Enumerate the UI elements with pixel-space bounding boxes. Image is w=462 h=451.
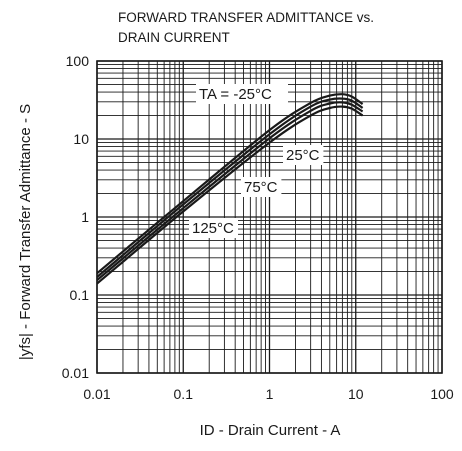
series-label-bg-2: [241, 177, 282, 197]
series-label-3: 125°C: [192, 220, 234, 237]
series-labels: TA = -25°C 25°C 75°C 125°C: [189, 84, 324, 238]
y-tick-label: 100: [66, 53, 90, 69]
series-label-2: 75°C: [244, 179, 278, 196]
series-line-3: [96, 105, 364, 285]
tick-labels: 0.01 0.1 1 10 100 0.01 0.1 1 10 100: [62, 53, 454, 402]
series-label-bg-0: [196, 84, 288, 104]
x-axis-label: ID - Drain Current - A: [200, 422, 341, 439]
y-tick-label: 0.01: [62, 365, 89, 381]
plot-frame: [96, 60, 443, 374]
y-tick-label: 10: [73, 131, 89, 147]
series-label-0: TA = -25°C: [199, 86, 272, 103]
chart-text: FORWARD TRANSFER ADMITTANCE vs. DRAIN CU…: [118, 10, 374, 45]
y-axis-label: |yfs| - Forward Transfer Admittance - S: [17, 104, 34, 360]
x-tick-label: 10: [348, 386, 364, 402]
x-tick-label: 1: [266, 386, 274, 402]
series-line-0: [96, 93, 364, 275]
y-tick-label: 0.1: [70, 287, 90, 303]
y-tick-label: 1: [81, 209, 89, 225]
x-tick-label: 0.01: [83, 386, 110, 402]
series-lines: [96, 93, 364, 285]
grid: [96, 60, 443, 374]
series-label-1: 25°C: [286, 147, 320, 164]
x-tick-label: 0.1: [174, 386, 194, 402]
x-tick-label: 100: [430, 386, 454, 402]
chart-title-line-1: FORWARD TRANSFER ADMITTANCE vs.: [118, 10, 374, 25]
series-label-bg-3: [189, 218, 238, 238]
chart-title-line-2: DRAIN CURRENT: [118, 30, 230, 45]
series-line-1: [96, 97, 364, 278]
series-line-2: [96, 101, 364, 282]
series-label-bg-1: [283, 145, 324, 165]
